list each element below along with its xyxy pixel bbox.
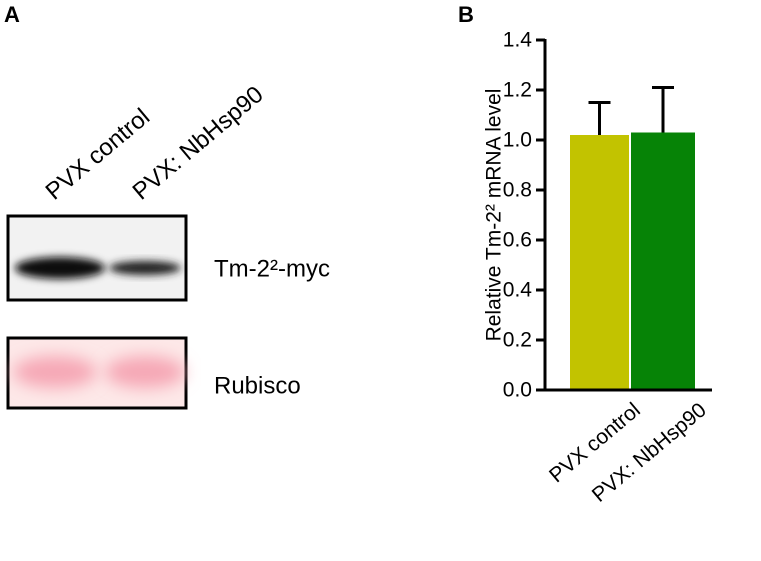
y-tick-label: 0.0 — [503, 379, 532, 402]
blot-label: Tm-2²-myc — [214, 255, 330, 282]
panel-label: A — [4, 2, 20, 27]
y-tick-label: 1.0 — [503, 129, 532, 152]
blot-myc — [6, 214, 188, 302]
bar — [570, 135, 629, 390]
y-tick-label: 0.2 — [503, 329, 532, 352]
blot-label: Rubisco — [214, 372, 301, 399]
panel-label: B — [458, 2, 474, 27]
y-tick-label: 1.4 — [503, 29, 533, 52]
x-tick-label: PVX: NbHsp90 — [588, 398, 711, 506]
y-axis-label: Relative Tm-2² mRNA level — [483, 89, 506, 342]
y-tick-label: 1.2 — [503, 79, 532, 102]
y-tick-label: 0.4 — [503, 279, 533, 302]
y-tick-label: 0.6 — [503, 229, 532, 252]
blot-rubisco — [6, 336, 188, 410]
y-tick-label: 0.8 — [503, 179, 532, 202]
lane-label: PVX: NbHsp90 — [128, 81, 269, 205]
bar — [631, 132, 695, 390]
